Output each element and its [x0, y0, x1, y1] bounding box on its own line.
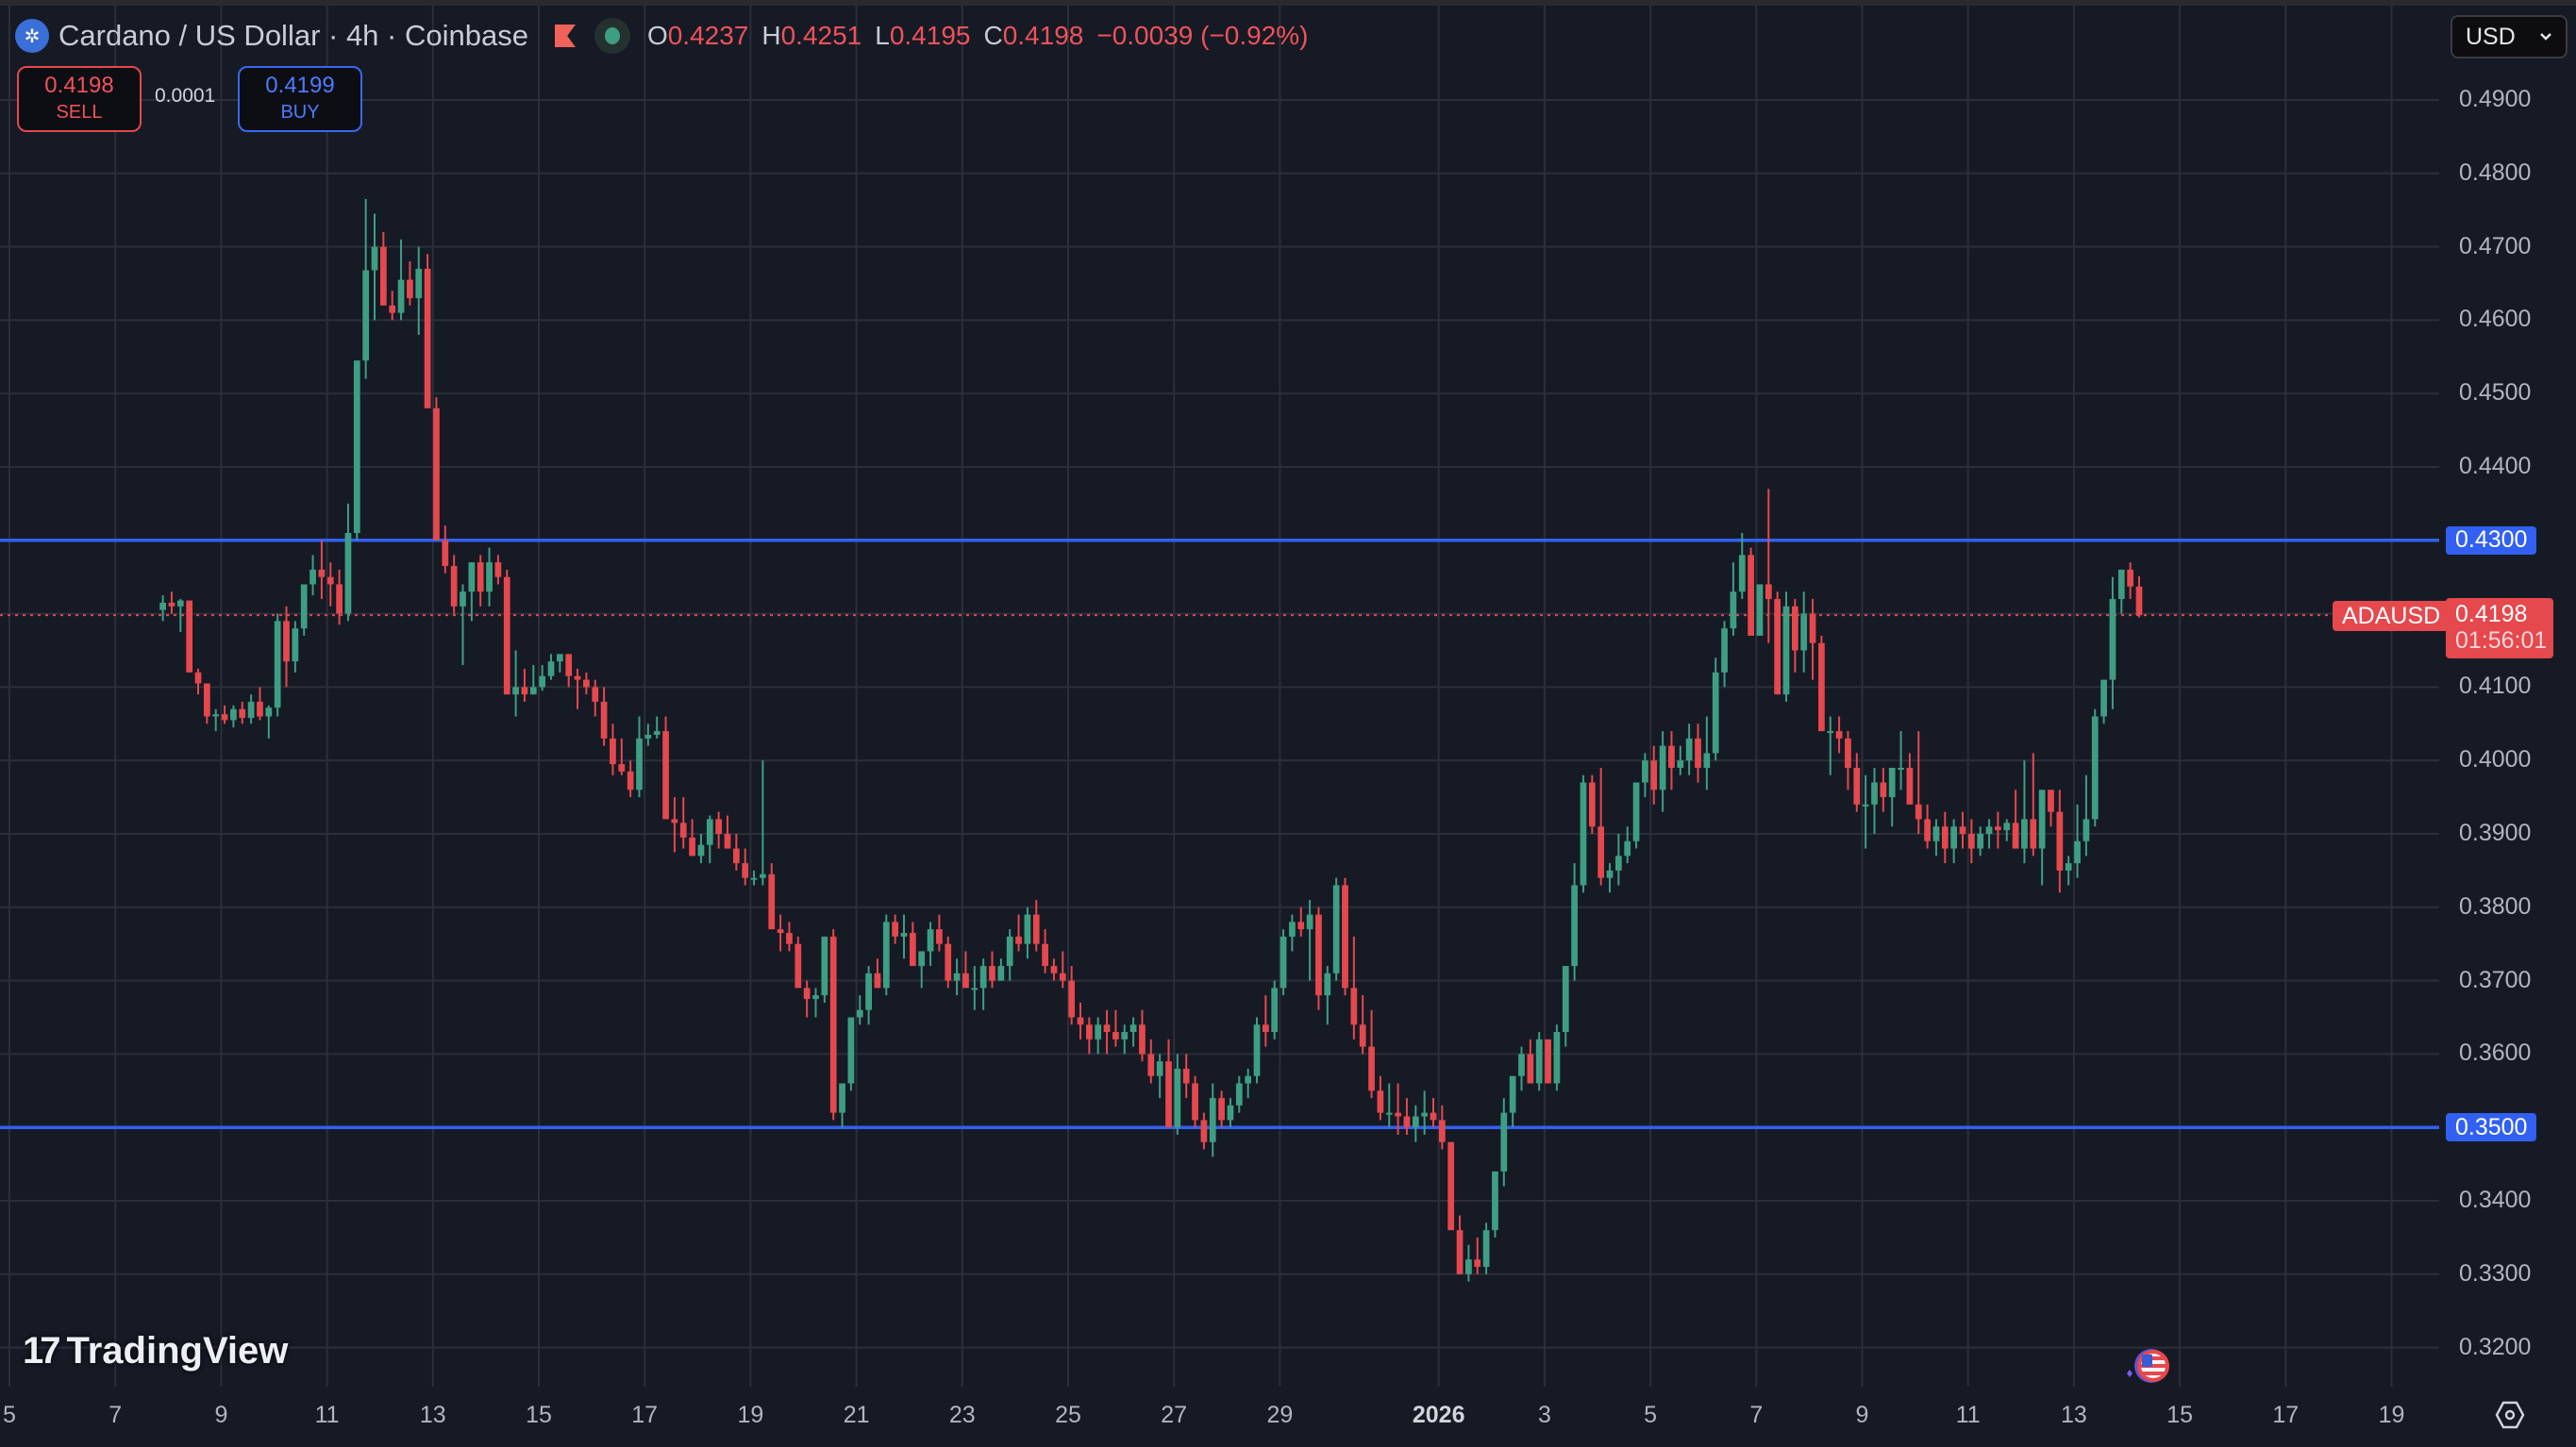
time-tick-label: 23: [948, 1402, 976, 1428]
ohlc-change: −0.0039 (−0.92%): [1096, 21, 1309, 50]
ohlc-close: C0.4198: [983, 21, 1084, 50]
time-tick-label: 7: [109, 1402, 123, 1428]
line-price-badge-0.35[interactable]: 0.3500: [2446, 1113, 2537, 1142]
price-tick-label: 0.3300: [2459, 1259, 2532, 1287]
chart-settings-icon[interactable]: [2495, 1400, 2525, 1430]
sell-price: 0.4198: [44, 73, 114, 98]
line-price-badge-0.43[interactable]: 0.4300: [2446, 525, 2537, 555]
tradingview-text: TradingView: [66, 1330, 289, 1372]
price-tick-label: 0.4100: [2459, 673, 2532, 700]
symbol-header: ✲ Cardano / US Dollar · 4h · Coinbase O0…: [15, 17, 1309, 55]
time-tick-label: 17: [631, 1402, 659, 1428]
buy-label: BUY: [280, 102, 320, 123]
time-tick-label: 19: [2378, 1402, 2405, 1428]
ohlc-open: O0.4237: [646, 21, 749, 50]
time-tick-label: 9: [214, 1402, 228, 1428]
candlestick-series: [159, 199, 2143, 1282]
time-tick-label: 15: [2166, 1402, 2193, 1428]
flag-icon[interactable]: [554, 25, 576, 47]
tradingview-watermark[interactable]: 17 TradingView: [23, 1330, 288, 1372]
market-status-dot-icon[interactable]: [594, 18, 630, 54]
time-tick-label: 29: [1266, 1402, 1294, 1428]
currency-select[interactable]: USD: [2451, 15, 2568, 58]
buy-price: 0.4199: [265, 73, 335, 98]
time-tick-label: 11: [314, 1402, 340, 1428]
bar-countdown: 01:56:01: [2455, 627, 2548, 654]
time-tick-label: 5: [1644, 1402, 1658, 1428]
ohlc-values: O0.4237 H0.4251 L0.4195 C0.4198 −0.0039 …: [647, 21, 1309, 51]
price-tick-label: 0.4600: [2459, 306, 2532, 333]
sell-button[interactable]: 0.4198 SELL: [17, 66, 142, 132]
buy-button[interactable]: 0.4199 BUY: [238, 66, 362, 132]
sell-label: SELL: [56, 102, 103, 123]
cardano-logo-icon: ✲: [15, 19, 49, 53]
ohlc-low: L0.4195: [875, 21, 971, 50]
time-tick-label: 15: [526, 1402, 552, 1428]
price-tick-label: 0.3200: [2459, 1333, 2532, 1360]
price-tick-label: 0.3800: [2459, 892, 2532, 920]
price-tick-label: 0.4900: [2459, 86, 2532, 112]
time-tick-label: 27: [1161, 1402, 1188, 1428]
chevron-down-icon: [2540, 33, 2551, 41]
time-tick-label: 21: [843, 1402, 870, 1428]
horizontal-lines[interactable]: [0, 539, 2439, 1129]
time-tick-label: 11: [1955, 1402, 1981, 1428]
tradingview-logo-icon: 17: [23, 1330, 60, 1372]
time-tick-label: 9: [1855, 1402, 1869, 1428]
currency-value: USD: [2466, 23, 2516, 50]
time-tick-label: 17: [2272, 1402, 2300, 1428]
time-tick-label: 5: [3, 1402, 16, 1428]
price-tick-label: 0.4700: [2459, 232, 2532, 259]
time-tick-label: 19: [737, 1402, 764, 1428]
current-price-value: 0.4198: [2455, 601, 2528, 627]
time-tick-label: 7: [1749, 1402, 1764, 1428]
price-tick-label: 0.3700: [2459, 966, 2532, 993]
time-tick-label: 13: [2060, 1402, 2087, 1428]
symbol-title[interactable]: Cardano / US Dollar · 4h · Coinbase: [59, 19, 528, 52]
time-tick-label: 3: [1537, 1402, 1551, 1428]
time-tick-label: 13: [419, 1402, 446, 1428]
price-tick-label: 0.3400: [2459, 1187, 2532, 1213]
us-economic-event-icon[interactable]: [2119, 1345, 2172, 1389]
current-price-badge: 0.4198 01:56:01: [2446, 598, 2553, 658]
time-tick-label: 2026: [1412, 1402, 1465, 1428]
price-tick-label: 0.4400: [2459, 453, 2532, 479]
spread-value: 0.0001: [155, 85, 216, 107]
price-tick-label: 0.3900: [2459, 820, 2532, 846]
price-tick-label: 0.4800: [2459, 158, 2532, 186]
symbol-badge: ADAUSD: [2333, 601, 2451, 631]
price-tick-label: 0.4000: [2459, 746, 2532, 773]
ohlc-high: H0.4251: [761, 21, 862, 50]
time-tick-label: 25: [1055, 1402, 1081, 1428]
price-tick-label: 0.3600: [2459, 1040, 2532, 1067]
window-top-bar: [0, 0, 2576, 6]
price-tick-label: 0.4500: [2459, 379, 2532, 407]
